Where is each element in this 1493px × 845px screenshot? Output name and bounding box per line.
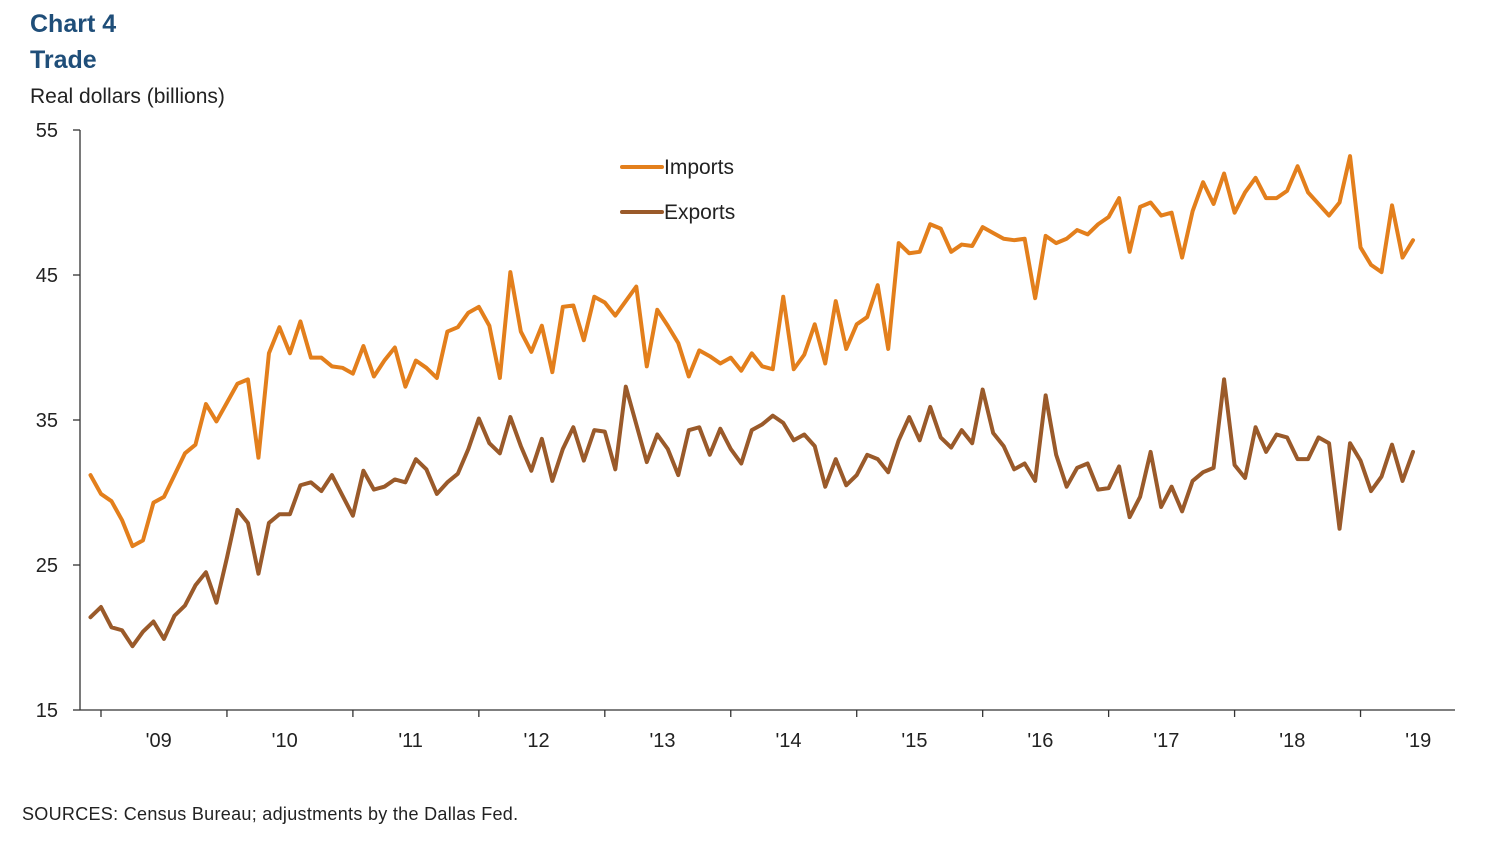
- x-tick-label: '16: [1027, 730, 1053, 752]
- y-tick-label: 35: [36, 410, 58, 432]
- x-tick-label: '17: [1153, 730, 1179, 752]
- chart-series: [88, 154, 1416, 649]
- chart-axes: 15 25 35 45 55 '09 '10 '11 '12 '13 '14 '15 '16 '17 '18…: [36, 120, 1455, 752]
- y-tick-label: 55: [36, 120, 58, 142]
- x-tick-label: '19: [1405, 730, 1431, 752]
- x-tick-label: '11: [398, 730, 423, 752]
- x-tick-label: '10: [272, 730, 298, 752]
- x-tick-label: '15: [901, 730, 927, 752]
- y-axis-unit-label: Real dollars (billions): [30, 85, 225, 108]
- legend-label-imports: Imports: [664, 156, 734, 179]
- source-note: SOURCES: Census Bureau; adjustments by t…: [22, 804, 519, 824]
- x-tick-label: '09: [146, 730, 172, 752]
- y-tick-label: 25: [36, 555, 58, 577]
- x-tick-label: '13: [649, 730, 675, 752]
- chart-title: Trade: [30, 46, 97, 74]
- series-line-imports: [88, 154, 1416, 549]
- series-line-exports: [88, 377, 1416, 649]
- y-tick-label: 15: [36, 700, 58, 722]
- chart-number: Chart 4: [30, 10, 117, 38]
- x-tick-label: '14: [775, 730, 801, 752]
- x-tick-label: '18: [1279, 730, 1305, 752]
- x-tick-label: '12: [524, 730, 550, 752]
- chart-legend: Imports Exports: [620, 156, 735, 224]
- y-tick-label: 45: [36, 265, 58, 287]
- legend-label-exports: Exports: [664, 201, 735, 224]
